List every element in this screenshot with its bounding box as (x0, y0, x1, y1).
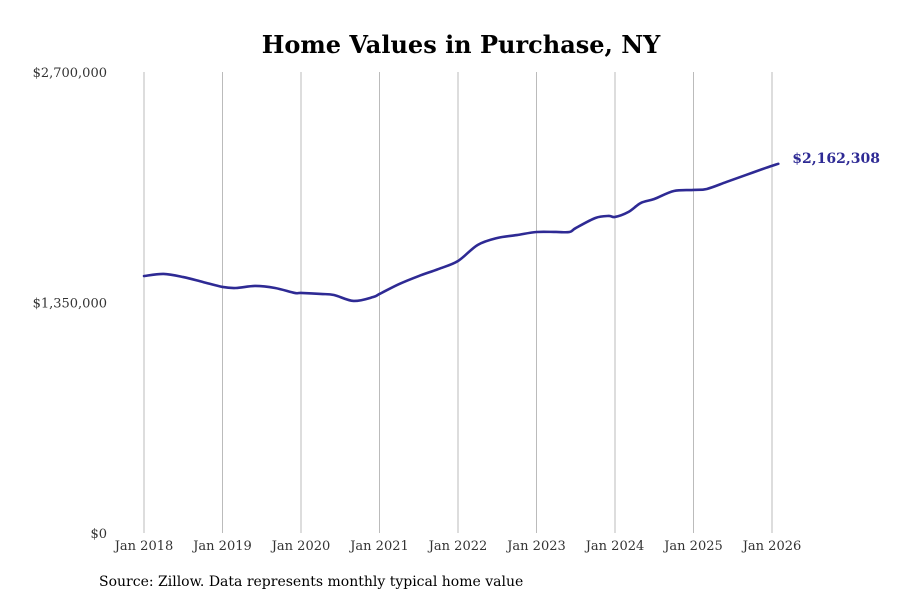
x-tick-label: Jan 2018 (113, 539, 174, 554)
source-note: Source: Zillow. Data represents monthly … (99, 574, 524, 590)
end-value-label: $2,162,308 (792, 151, 880, 167)
y-tick-label: $1,350,000 (33, 297, 107, 312)
x-tick-label: Jan 2024 (584, 539, 645, 554)
x-tick-label: Jan 2022 (427, 539, 488, 554)
x-tick-label: Jan 2020 (270, 539, 331, 554)
x-tick-label: Jan 2026 (741, 539, 802, 554)
x-tick-label: Jan 2019 (191, 539, 252, 554)
x-tick-label: Jan 2021 (348, 539, 409, 554)
x-tick-label: Jan 2025 (662, 539, 723, 554)
x-tick-label: Jan 2023 (505, 539, 566, 554)
chart-title: Home Values in Purchase, NY (261, 30, 661, 59)
series-line (142, 162, 780, 303)
y-tick-label: $2,700,000 (33, 66, 107, 81)
y-tick-label: $0 (90, 527, 107, 542)
